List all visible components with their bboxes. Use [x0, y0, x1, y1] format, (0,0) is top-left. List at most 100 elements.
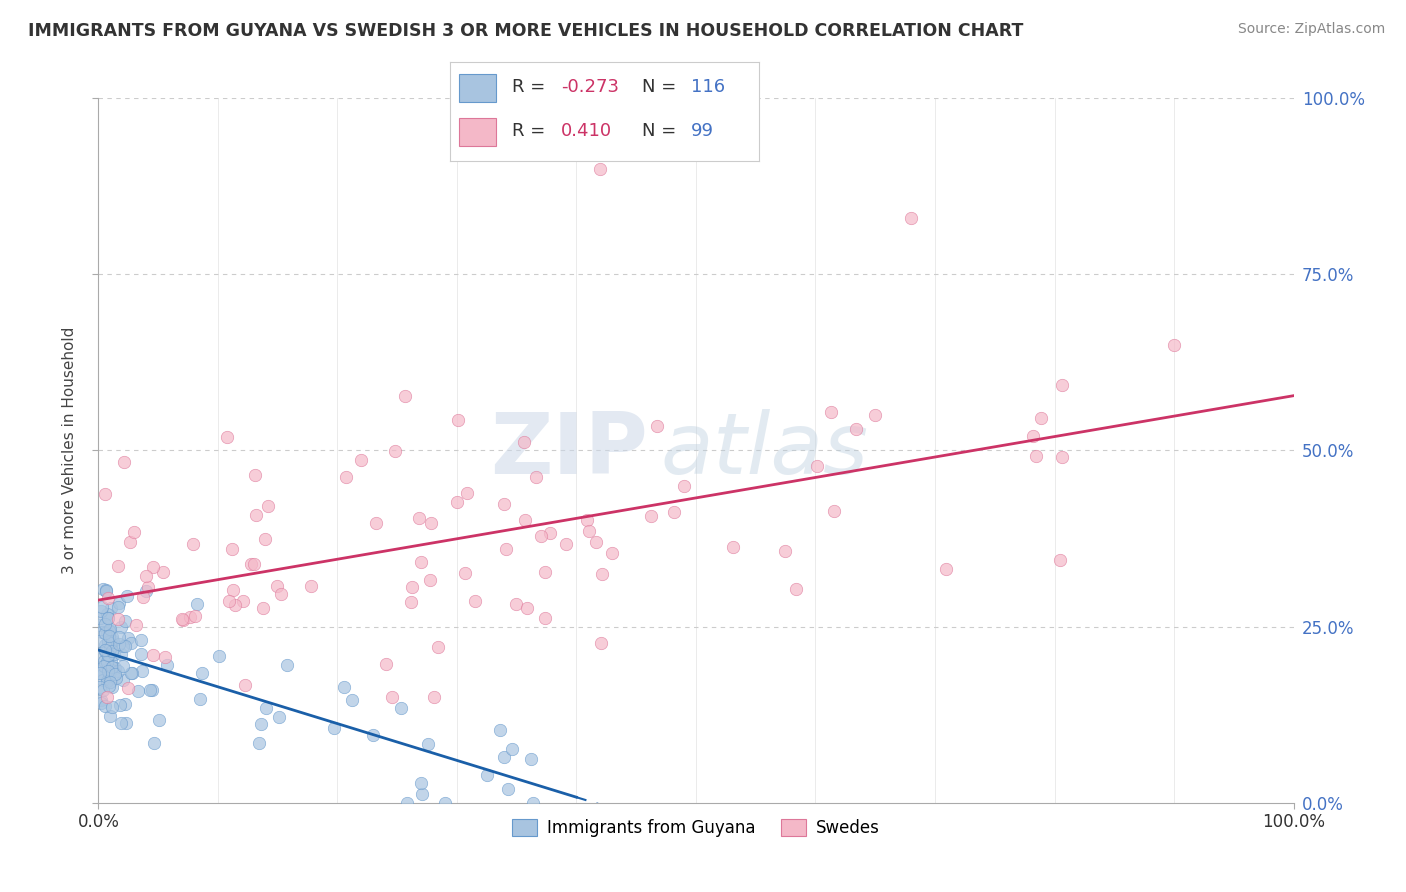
Point	[184, 609, 207, 624]
Point	[350, 452, 373, 467]
Point	[148, 713, 170, 727]
Point	[494, 749, 516, 764]
Point	[447, 412, 470, 426]
Point	[411, 776, 433, 790]
Point	[396, 796, 419, 810]
Point	[131, 647, 153, 661]
Point	[399, 595, 422, 609]
Point	[100, 644, 122, 658]
Point	[364, 516, 387, 531]
Point	[96, 655, 118, 669]
FancyBboxPatch shape	[460, 119, 496, 146]
FancyBboxPatch shape	[460, 74, 496, 102]
Point	[98, 622, 121, 636]
Point	[91, 673, 114, 688]
Text: 0.410: 0.410	[561, 122, 613, 140]
Point	[114, 716, 136, 731]
Point	[120, 535, 142, 549]
Point	[143, 736, 166, 750]
Point	[91, 682, 114, 697]
Point	[534, 611, 557, 625]
Point	[179, 610, 201, 624]
Point	[89, 680, 111, 694]
Point	[900, 211, 922, 225]
Point	[401, 581, 423, 595]
Point	[89, 648, 111, 663]
Point	[845, 422, 868, 436]
Point	[340, 693, 363, 707]
Point	[1025, 449, 1047, 463]
Point	[475, 768, 498, 782]
Point	[773, 543, 796, 558]
Point	[117, 681, 139, 695]
Point	[245, 508, 267, 523]
Point	[100, 601, 122, 615]
Point	[125, 617, 148, 632]
Point	[323, 721, 346, 735]
Point	[1163, 337, 1185, 351]
Point	[489, 723, 512, 738]
Point	[418, 737, 440, 751]
Point	[110, 620, 132, 634]
Point	[121, 666, 143, 681]
Point	[107, 630, 129, 644]
Point	[276, 658, 298, 673]
Point	[98, 648, 121, 662]
Point	[501, 742, 523, 756]
Point	[107, 612, 129, 626]
Point	[91, 582, 114, 597]
Point	[96, 625, 118, 640]
Point	[91, 666, 114, 681]
Point	[522, 796, 544, 810]
Point	[96, 607, 118, 622]
Point	[97, 635, 120, 649]
Text: IMMIGRANTS FROM GUYANA VS SWEDISH 3 OR MORE VEHICLES IN HOUSEHOLD CORRELATION CH: IMMIGRANTS FROM GUYANA VS SWEDISH 3 OR M…	[28, 22, 1024, 40]
Point	[90, 603, 112, 617]
Point	[299, 579, 322, 593]
Text: N =: N =	[641, 78, 682, 96]
Point	[464, 594, 486, 608]
Point	[112, 455, 135, 469]
Point	[530, 528, 553, 542]
Point	[865, 408, 887, 422]
Point	[89, 662, 111, 676]
Point	[97, 623, 120, 637]
Point	[141, 682, 163, 697]
Point	[208, 648, 231, 663]
Point	[245, 468, 267, 483]
Point	[139, 683, 162, 698]
Point	[124, 524, 146, 539]
Point	[672, 478, 695, 492]
Point	[98, 636, 121, 650]
Point	[98, 669, 121, 683]
Point	[221, 582, 243, 597]
Point	[107, 599, 129, 614]
Text: 99: 99	[692, 122, 714, 140]
Point	[101, 634, 124, 648]
Point	[89, 617, 111, 632]
Point	[217, 430, 239, 444]
Point	[120, 636, 142, 650]
Point	[242, 558, 264, 572]
Point	[446, 495, 468, 509]
Point	[104, 660, 127, 674]
Point	[1029, 411, 1052, 425]
Point	[135, 583, 157, 598]
Point	[96, 690, 118, 705]
Point	[183, 537, 205, 551]
Point	[107, 664, 129, 678]
Point	[585, 534, 607, 549]
Point	[224, 599, 246, 613]
Point	[142, 560, 165, 574]
Point	[411, 787, 433, 801]
Point	[575, 513, 598, 527]
Text: 116: 116	[692, 78, 725, 96]
Point	[129, 633, 152, 648]
Text: Source: ZipAtlas.com: Source: ZipAtlas.com	[1237, 22, 1385, 37]
Point	[94, 583, 117, 598]
Point	[516, 601, 538, 615]
Point	[90, 693, 112, 707]
Point	[90, 599, 112, 614]
Point	[249, 735, 271, 749]
Point	[806, 458, 828, 473]
